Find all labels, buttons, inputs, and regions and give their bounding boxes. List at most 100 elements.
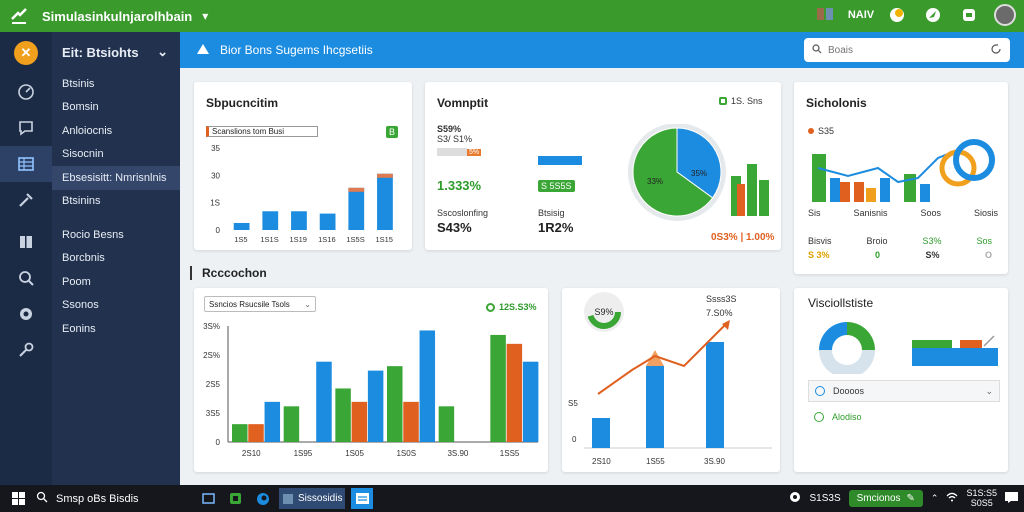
x-tick: Sanisnis <box>853 208 888 218</box>
y-tick: 3S% <box>203 322 220 331</box>
network-icon[interactable] <box>946 492 958 504</box>
search-box[interactable] <box>804 38 1010 62</box>
add-icon <box>814 412 824 422</box>
select-value: Ssncios Rsucsile Tsols <box>209 299 290 309</box>
donut-chart <box>819 322 875 374</box>
bar <box>351 401 368 442</box>
nav-header[interactable]: Eit: Btsiohts ⌄ <box>52 32 180 72</box>
chevron-down-icon: ⌄ <box>304 299 311 309</box>
y-tick: 0 <box>572 435 577 444</box>
nav-item[interactable]: Borcbnis <box>62 252 105 265</box>
rail-table-icon[interactable] <box>0 146 52 182</box>
tools-icon: ✎ <box>906 492 915 504</box>
clock-time: S1S:S5 <box>966 488 997 498</box>
stat-bar: 5% <box>437 148 482 156</box>
nav-item[interactable]: Btsinis <box>62 77 95 90</box>
card-footer: 0S3% | 1.00% <box>711 232 775 243</box>
dashboard-app-icon[interactable] <box>351 488 374 509</box>
translate-icon[interactable] <box>814 4 836 26</box>
stat-label: S59% <box>437 124 462 134</box>
chat-icon[interactable] <box>958 4 980 26</box>
sun-icon[interactable] <box>886 4 908 26</box>
rail-key-icon[interactable] <box>0 332 52 368</box>
rail-chat-icon[interactable] <box>0 110 52 146</box>
pie-label: 33% <box>647 177 663 186</box>
chevron-up-icon[interactable]: ⌃ <box>930 492 939 503</box>
close-icon: ✕ <box>14 41 38 65</box>
taskbar-search[interactable]: Smsp oBs Bisdis <box>36 491 139 506</box>
bar <box>490 334 506 442</box>
nav-item[interactable]: Rocio Besns <box>62 228 124 241</box>
rail-settings-icon[interactable] <box>0 296 52 332</box>
bar <box>335 388 351 442</box>
rocket-icon[interactable] <box>922 4 944 26</box>
card-summary: Sbpucncitim Scanslions tom Busi B 35 30 1S… <box>194 82 412 250</box>
check-icon <box>486 302 495 312</box>
taskview-icon[interactable] <box>198 488 219 509</box>
nav-item[interactable]: Sisocnin <box>62 148 104 161</box>
rail-speed-icon[interactable] <box>0 74 52 110</box>
check-icon <box>719 97 727 105</box>
taskbar-apps: Sissosidis <box>198 488 374 509</box>
nav-item[interactable]: Btsinins <box>62 195 101 208</box>
nav-item[interactable]: Bomsin <box>62 101 99 114</box>
bar <box>232 424 248 442</box>
tray-chat-icon[interactable] <box>789 491 801 505</box>
bar-chart: 35 30 1S 0 1S5 1S1S 1S19 1S16 1S5S 1S15 <box>210 144 393 244</box>
browser-icon[interactable] <box>252 488 273 509</box>
taskbar-search-label: Smsp oBs Bisdis <box>56 492 139 505</box>
list-item[interactable]: Alodiso <box>814 412 862 422</box>
stat-value: 7.S0% <box>706 308 733 318</box>
rail-book-icon[interactable] <box>0 224 52 260</box>
rail-tools-icon[interactable] <box>0 182 52 218</box>
page-header: Bior Bons Sugems Ihcgsetiis <box>180 32 1024 68</box>
bar <box>233 222 250 230</box>
windows-start-icon[interactable] <box>12 492 25 508</box>
taskbar-active-app[interactable]: Sissosidis <box>279 488 346 509</box>
notification-icon[interactable] <box>1005 491 1018 505</box>
clock[interactable]: S1S:S5 S0S5 <box>966 488 997 508</box>
bar <box>506 343 523 442</box>
app-title: Simulasinkulnjarolhbain <box>42 8 193 24</box>
nav-header-label: Eit: Btsiohts <box>62 44 139 60</box>
chart-legend: Scanslions tom Busi <box>206 126 318 137</box>
pie-label: 35% <box>691 169 707 178</box>
stat-value: O <box>984 250 992 260</box>
bar <box>348 187 365 230</box>
dropdown[interactable]: Doooos ⌄ <box>808 380 1000 402</box>
x-tick: 1SS5 <box>500 449 520 458</box>
bar <box>377 173 393 230</box>
x-tick: 3S.90 <box>704 457 725 466</box>
bar <box>419 330 436 442</box>
stat-label: Ssss3S <box>706 294 737 304</box>
tray-pill-button[interactable]: Smcionos ✎ <box>848 489 923 507</box>
y-tick: 30 <box>211 171 220 180</box>
nav-item[interactable]: Eonins <box>62 322 96 335</box>
grid-icon[interactable]: NAIV <box>847 9 875 21</box>
store-icon[interactable] <box>225 488 246 509</box>
stat-label: Bisvis <box>808 236 832 246</box>
search-icon <box>812 43 822 57</box>
bar <box>316 361 332 442</box>
chevron-down-icon: ⌄ <box>985 385 993 396</box>
refresh-icon[interactable] <box>990 43 1002 58</box>
stat-label: Sscoslonfing <box>437 208 489 218</box>
rail-search-icon[interactable] <box>0 260 52 296</box>
bar <box>283 406 300 442</box>
x-tick: 2S10 <box>592 457 611 466</box>
nav-item[interactable]: Anloiocnis <box>62 124 113 137</box>
line-bar-chart: S5 0 2S10 1S55 3S.90 <box>568 320 772 466</box>
nav-item-active[interactable]: Ebsesisitt: Nmrisnlnis <box>52 166 180 190</box>
chevron-down-icon[interactable]: ▾ <box>202 9 209 23</box>
user-avatar[interactable] <box>994 4 1016 26</box>
pie-chart: 33% 35% <box>628 124 726 221</box>
y-tick: 2S% <box>203 351 220 360</box>
nav-item[interactable]: Ssonos <box>62 299 99 312</box>
nav-panel: Eit: Btsiohts ⌄ Btsinis Bomsin Anloiocni… <box>52 32 180 485</box>
series-select[interactable]: Ssncios Rsucsile Tsols ⌄ <box>204 296 316 312</box>
stat-label: Broio <box>866 236 888 246</box>
rail-home[interactable]: ✕ <box>0 32 52 74</box>
nav-item[interactable]: Poom <box>62 275 91 288</box>
x-tick: Siosis <box>973 208 998 218</box>
search-input[interactable] <box>828 44 990 56</box>
